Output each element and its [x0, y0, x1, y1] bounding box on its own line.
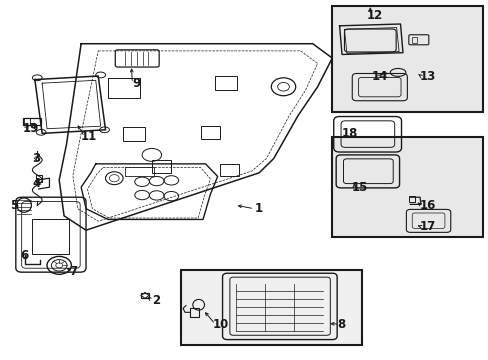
Text: 7: 7: [69, 265, 77, 278]
Bar: [220, 164, 238, 176]
Text: 5: 5: [10, 199, 19, 212]
Bar: [32, 220, 69, 253]
Text: 11: 11: [81, 130, 97, 144]
Text: 1: 1: [254, 202, 262, 215]
Text: 12: 12: [366, 9, 382, 22]
Text: 16: 16: [419, 199, 435, 212]
Bar: [152, 160, 171, 173]
Bar: [22, 118, 41, 126]
Bar: [189, 308, 198, 317]
Text: 19: 19: [22, 122, 39, 135]
Text: 18: 18: [341, 127, 358, 140]
Text: 10: 10: [212, 318, 228, 331]
Text: 3: 3: [32, 152, 41, 165]
Bar: [411, 37, 416, 43]
Bar: [125, 167, 154, 176]
Bar: [122, 127, 144, 140]
Bar: [36, 175, 41, 182]
Text: 6: 6: [20, 249, 28, 262]
Bar: [141, 293, 149, 298]
Bar: [215, 76, 237, 90]
Bar: [108, 78, 140, 98]
Text: 13: 13: [419, 69, 435, 82]
Text: 4: 4: [32, 177, 41, 190]
Text: 17: 17: [419, 220, 435, 233]
Bar: [408, 196, 414, 202]
Text: 2: 2: [152, 294, 160, 307]
Text: 14: 14: [370, 69, 387, 82]
Bar: [200, 126, 220, 139]
Bar: [331, 137, 483, 237]
Text: 8: 8: [336, 318, 345, 331]
Text: 15: 15: [351, 181, 367, 194]
Bar: [331, 6, 483, 112]
Bar: [181, 270, 361, 345]
Text: 9: 9: [132, 77, 141, 90]
Bar: [24, 118, 30, 125]
